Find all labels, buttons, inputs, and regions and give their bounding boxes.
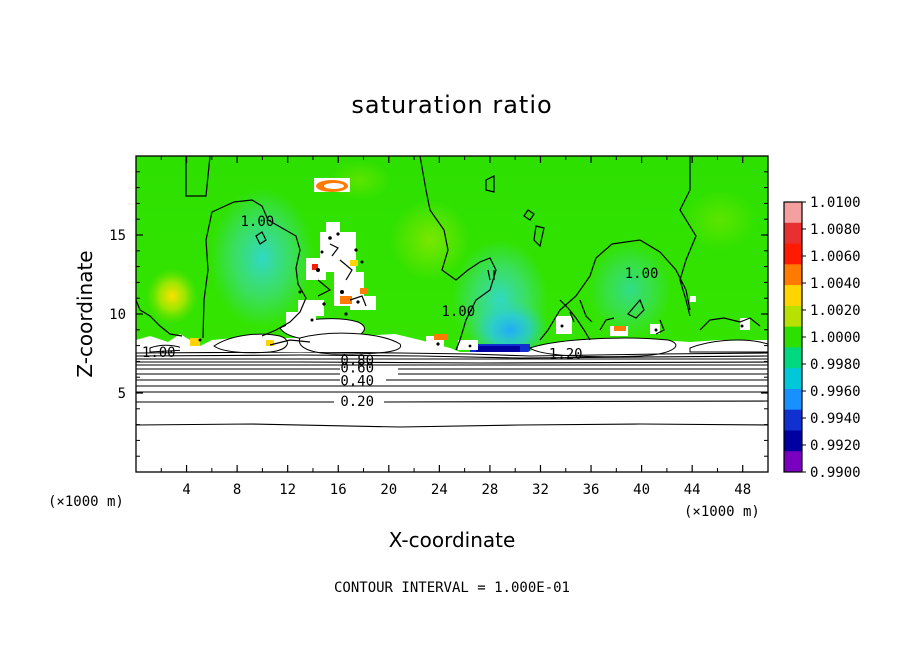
contour-lines-lower: [136, 352, 768, 428]
y-tick-label: 5: [118, 386, 126, 402]
colorbar-label: 0.9920: [810, 438, 861, 454]
colorbar-swatch: [784, 202, 802, 224]
colorbar-label: 0.9940: [810, 411, 861, 427]
x-axis-ticks: 4 8 12 16 20 24 28 32 36 40 44 48: [160, 156, 751, 498]
y-tick-label: 15: [109, 228, 126, 244]
contour-label: 1.00: [625, 266, 659, 282]
colorbar: [783, 201, 803, 473]
colorbar-label: 1.0040: [810, 276, 861, 292]
x-tick-label: 8: [233, 482, 241, 498]
contour-label: 1.00: [142, 345, 176, 361]
x-tick-label: 16: [330, 482, 347, 498]
x-tick-label: 12: [279, 482, 296, 498]
saturation-field: [136, 156, 768, 472]
contour-label: 0.20: [340, 394, 374, 410]
x-tick-label: 48: [734, 482, 751, 498]
x-tick-label: 44: [684, 482, 701, 498]
colorbar-swatch: [784, 264, 802, 286]
x-tick-label: 4: [182, 482, 190, 498]
y-axis-label: Z-coordinate: [73, 250, 97, 377]
contour-label: 1.00: [240, 214, 274, 230]
contour-lines-upper: [136, 156, 761, 351]
colorbar-label: 0.9900: [810, 465, 861, 481]
colorbar-swatch: [784, 305, 802, 328]
colorbar-swatch: [784, 326, 802, 348]
x-tick-label: 36: [583, 482, 600, 498]
x-unit-label-left: (×1000 m): [48, 494, 124, 510]
x-tick-label: 32: [532, 482, 549, 498]
contour-interval-note: CONTOUR INTERVAL = 1.000E-01: [334, 580, 570, 596]
colorbar-swatch: [784, 347, 802, 369]
colorbar-label: 1.0080: [810, 222, 861, 238]
colorbar-label: 0.9960: [810, 384, 861, 400]
x-axis-label: X-coordinate: [389, 528, 516, 552]
y-tick-label: 10: [109, 307, 126, 323]
x-tick-label: 28: [481, 482, 498, 498]
y-axis-ticks: 5 10 15: [109, 171, 768, 457]
contour-label: 0.60: [340, 361, 374, 377]
contour-label: 0.80: [340, 353, 374, 369]
colorbar-swatch: [784, 222, 802, 245]
contour-label: 0.40: [340, 373, 374, 389]
contour-label: 1.00: [441, 304, 475, 320]
cloud-speckles: [198, 232, 744, 348]
colorbar-swatch: [784, 451, 802, 473]
x-unit-label-right: (×1000 m): [684, 504, 760, 520]
colorbar-swatch: [784, 388, 802, 411]
colorbar-label: 0.9980: [810, 357, 861, 373]
x-tick-label: 24: [431, 482, 448, 498]
colorbar-label: 1.0020: [810, 303, 861, 319]
contour-labels: 1.00 1.00 1.00 1.00 1.20 0.800.600.40 0.20: [142, 214, 659, 410]
colorbar-label: 1.0100: [810, 195, 861, 211]
x-tick-label: 20: [380, 482, 397, 498]
colorbar-swatch: [784, 243, 802, 265]
chart-title: saturation ratio: [351, 91, 552, 119]
colorbar-swatch: [784, 285, 802, 307]
colorbar-label: 1.0000: [810, 330, 861, 346]
colorbar-swatch: [784, 430, 802, 452]
contour-label: 1.20: [549, 347, 583, 363]
colorbar-label: 1.0060: [810, 249, 861, 265]
x-tick-label: 40: [633, 482, 650, 498]
colorbar-swatch: [784, 409, 802, 431]
colorbar-swatch: [784, 368, 802, 390]
colorbar-labels: 1.0100 1.0080 1.0060 1.0040 1.0020 1.0000 0.99…: [802, 195, 861, 481]
